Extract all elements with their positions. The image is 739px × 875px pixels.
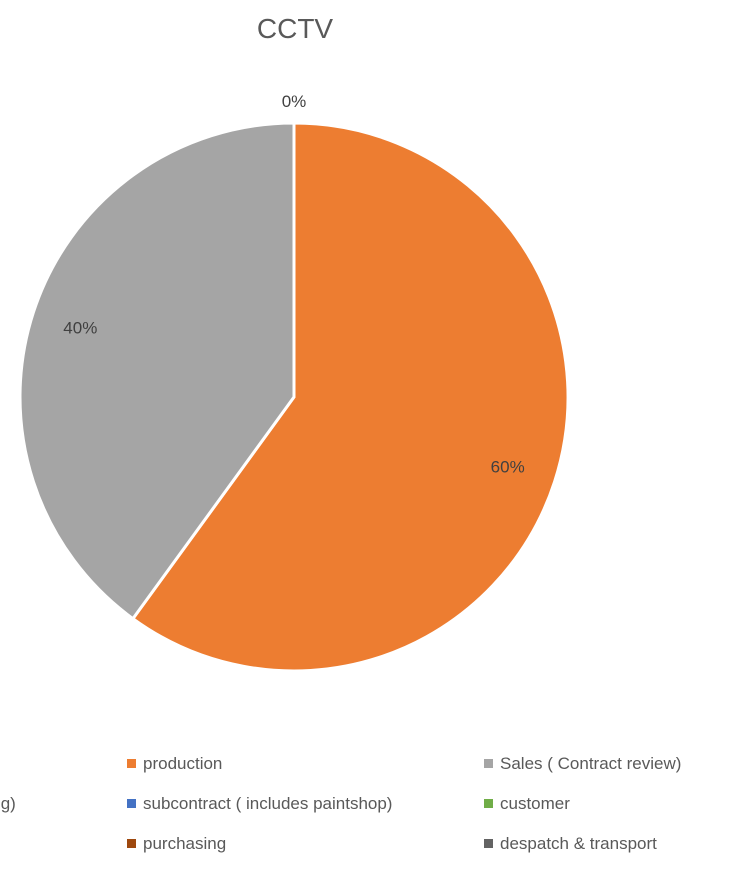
legend-label-subcontract-includes-paintshop: subcontract ( includes paintshop) [143, 794, 392, 813]
legend-label-customer: customer [500, 794, 570, 813]
legend-swatch-purchasing [127, 839, 136, 848]
legend-label-production: production [143, 754, 222, 773]
legend-swatch-subcontract-includes-paintshop [127, 799, 136, 808]
legend-swatch-despatch-transport [484, 839, 493, 848]
legend-swatch-production [127, 759, 136, 768]
data-labels: 60% 40% 0% [63, 92, 524, 476]
legend-swatch-sales-contract-review [484, 759, 493, 768]
legend: production Sales ( Contract review) g/ pla… [0, 754, 681, 853]
legend-label-purchasing: purchasing [143, 834, 226, 853]
legend-label-g-planning: g/ planning) [0, 794, 16, 813]
pie-slice-production [131, 121, 570, 673]
legend-swatch-customer [484, 799, 493, 808]
chart-title: CCTV [257, 13, 334, 44]
legend-label-despatch-transport: despatch & transport [500, 834, 657, 853]
pie-slices [18, 121, 570, 673]
pie-slice-sales-contract-review [18, 121, 296, 621]
data-label-sales-contract-review: 40% [63, 319, 97, 338]
data-label-production: 60% [491, 457, 525, 476]
data-label-subcontract-includes-paintshop: 0% [282, 92, 307, 111]
legend-label-sales-contract-review: Sales ( Contract review) [500, 754, 681, 773]
